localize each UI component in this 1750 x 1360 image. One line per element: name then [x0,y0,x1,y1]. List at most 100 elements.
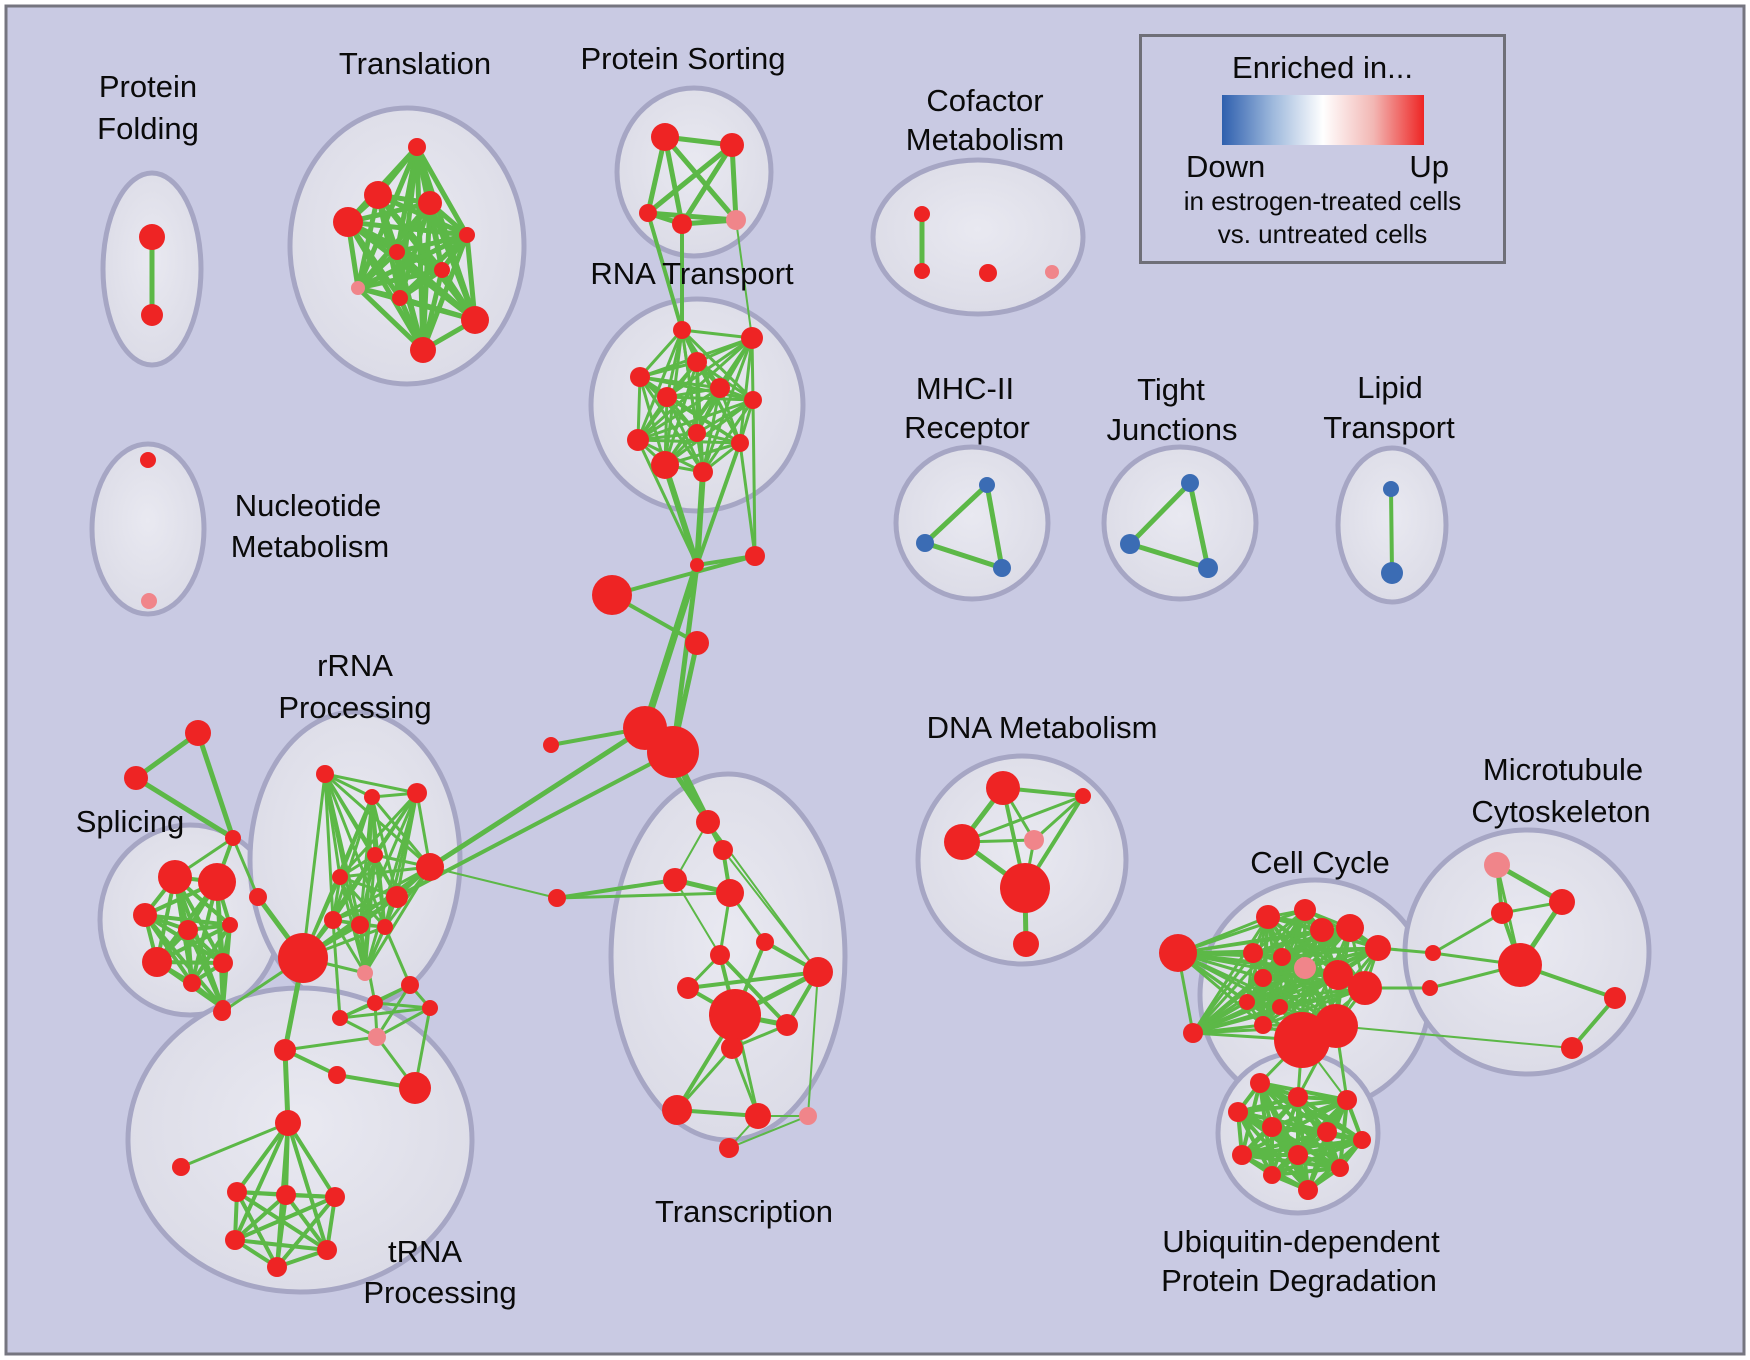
gene-set-node-translation [459,227,475,243]
gene-set-node-transcription [677,977,699,999]
cluster-label-protein-folding: Folding [97,111,199,146]
gene-set-node-translation [364,181,392,209]
edge-cell-cycle [1191,908,1307,1035]
gene-set-node-lipid-transport [1383,481,1399,497]
gene-set-node-cell-cycle [1314,1004,1358,1048]
gene-set-node-ubiquitin-dependent-protein-degradation [1317,1122,1337,1142]
legend-caption-line1: in estrogen-treated cells [1183,186,1462,216]
edge-tight-junctions [1127,480,1193,547]
edge-rna-transport [738,336,754,445]
gene-set-node-trna-processing [225,1230,245,1250]
gene-set-node-rrna-processing [324,911,342,929]
edge-connector-hubs [283,1035,379,1052]
cluster-ellipse-cofactor-metabolism [870,157,1086,317]
edge-rrna-processing [331,918,367,975]
gene-set-node-rna-transport [630,367,650,387]
edge-transcription [728,1115,809,1149]
gene-set-node-microtubule-cytoskeleton [1604,987,1626,1009]
edge-tight-junctions [1187,480,1211,571]
inter-cluster-edge [395,750,675,899]
inter-cluster-edge [427,725,648,870]
gene-set-node-translation [392,290,408,306]
gene-set-node-dna-metabolism [1024,830,1044,850]
edge-connector-hubs [338,1006,432,1020]
gene-set-node-cofactor-metabolism [914,206,930,222]
gene-set-node-transcription [716,879,744,907]
gene-set-node-rna-transport [673,321,691,339]
gene-set-node-cell-cycle [1239,994,1255,1010]
edge-protein-sorting [645,142,735,216]
gene-set-node-ubiquitin-dependent-protein-degradation [1232,1145,1252,1165]
gene-set-node-connector-hubs [225,830,241,846]
gene-set-node-translation [461,306,489,334]
gene-set-node-protein-sorting [672,214,692,234]
gene-set-node-cell-cycle [1294,957,1316,979]
gene-set-node-ubiquitin-dependent-protein-degradation [1262,1117,1282,1137]
cluster-label-ubiquitin-dependent-protein-degradation: Ubiquitin-dependent [1162,1224,1440,1259]
cluster-label-trna-processing: Processing [363,1275,516,1310]
gene-set-node-rrna-processing [351,916,369,934]
nodes-layer [124,123,1626,1277]
gene-set-node-connector-hubs [685,631,709,655]
gene-set-node-rna-transport [710,378,730,398]
gene-set-node-trna-processing [276,1185,296,1205]
gene-set-node-rna-transport [741,327,763,349]
edge-translation [397,267,445,301]
edge-rrna-processing [338,865,432,879]
cluster-label-cofactor-metabolism: Metabolism [906,122,1065,157]
gene-set-node-transcription [776,1014,798,1036]
gene-set-node-protein-folding [139,224,165,250]
gene-set-node-rrna-processing [364,789,380,805]
edge-splicing [143,913,232,927]
gene-set-node-cell-cycle [1243,943,1263,963]
legend-caption-line2: vs. untreated cells [1217,219,1428,249]
gene-set-node-splicing [158,860,192,894]
edge-lipid-transport [1389,487,1394,575]
edge-connector-hubs [610,554,757,597]
gene-set-node-protein-sorting [639,204,657,222]
gene-set-node-translation [333,207,363,237]
legend-up-label: Up [1409,149,1449,184]
gene-set-node-rna-transport [651,451,679,479]
cluster-label-protein-folding: Protein [99,69,197,104]
edge-cell-cycle [1251,926,1352,955]
edge-ubiquitin-dependent-protein-degradation [1270,1166,1342,1177]
cluster-label-microtubule-cytoskeleton: Cytoskeleton [1471,794,1650,829]
gene-set-node-dna-metabolism [986,771,1020,805]
gene-set-node-dna-metabolism [1075,788,1091,804]
legend-title: Enriched in... [1232,50,1413,85]
edge-ubiquitin-dependent-protein-degradation [1236,1098,1349,1114]
edge-cell-cycle [1280,946,1380,959]
gene-set-node-connector-hubs [690,558,704,572]
gene-set-node-cell-cycle [1348,971,1382,1005]
gene-set-node-cofactor-metabolism [914,263,930,279]
gene-set-node-connector-hubs [124,766,148,790]
edge-trna-processing [233,1193,288,1242]
gene-set-node-ubiquitin-dependent-protein-degradation [1353,1131,1371,1149]
edge-trna-processing [233,1121,290,1242]
edge-cell-cycle [1261,976,1367,990]
gene-set-node-translation [410,337,436,363]
edge-connector-hubs [641,561,701,732]
gene-set-node-connector-hubs [249,888,267,906]
gene-set-node-microtubule-cytoskeleton [1561,1037,1583,1059]
cluster-label-microtubule-cytoskeleton: Microtubule [1483,752,1643,787]
edge-rna-transport [636,328,684,442]
inter-cluster-edge [636,438,699,567]
labels-layer: Protein Folding Translation Protein Sorting… [76,41,1651,1310]
edge-cell-cycle [1261,986,1367,1027]
legend-gradient-bar [1221,95,1424,145]
edge-rrna-processing [301,772,327,960]
gene-set-node-microtubule-cytoskeleton [1498,943,1542,987]
gene-set-node-microtubule-cytoskeleton [1422,980,1438,996]
edge-rrna-processing [363,865,432,975]
edge-transcription [807,971,819,1117]
edge-translation [345,219,426,353]
gene-set-node-cell-cycle [1273,948,1291,966]
gene-set-node-cell-cycle [1294,899,1316,921]
edge-translation [355,192,381,291]
edge-trna-processing [286,1121,329,1252]
gene-set-node-tight-junctions [1198,558,1218,578]
gene-set-node-mhc-ii-receptor [979,477,995,493]
gene-set-node-translation [351,281,365,295]
